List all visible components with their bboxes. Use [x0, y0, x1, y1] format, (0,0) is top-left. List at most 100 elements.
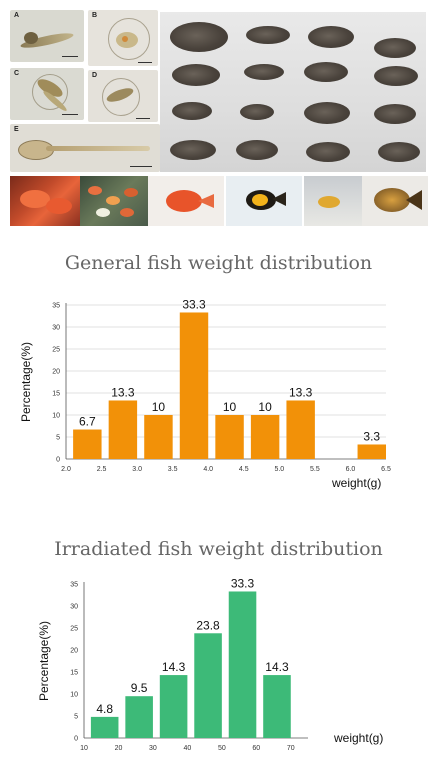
data-label: 10 — [223, 400, 237, 414]
x-tick-label: 40 — [183, 745, 191, 752]
goldfish-photo-3 — [148, 176, 224, 226]
bar — [179, 312, 209, 459]
data-label: 14.3 — [265, 660, 289, 674]
data-label: 13.3 — [289, 385, 313, 399]
data-label: 13.3 — [111, 385, 135, 399]
y-tick-label: 5 — [56, 435, 60, 442]
flounder — [246, 26, 290, 44]
larva-photo-a: A — [10, 10, 84, 62]
bar — [286, 400, 315, 459]
flounder — [374, 38, 416, 58]
flounder — [244, 64, 284, 80]
x-tick-label: 4.5 — [239, 466, 249, 473]
flounder — [170, 140, 216, 160]
data-label: 3.3 — [363, 429, 380, 443]
panel-label-d: D — [92, 72, 98, 79]
irradiated-weight-chart: 0 5 10 15 20 25 30 35 10 20 30 40 50 60 70 4.8 9.5 14.3 23… — [37, 576, 383, 752]
x-tick-label: 3.5 — [168, 466, 178, 473]
general-weight-chart: 0 5 10 15 20 25 30 35 2.0 2.5 3.0 3.5 4.0 4.5 5.0 5.5 6.… — [19, 297, 391, 490]
goldfish-photo-2 — [80, 176, 148, 226]
y-tick-label: 15 — [52, 391, 60, 398]
data-label: 10 — [152, 400, 166, 414]
y-tick-label: 30 — [70, 604, 78, 611]
flounder — [240, 104, 274, 120]
flounder — [170, 22, 228, 52]
bar — [125, 696, 153, 738]
bar — [159, 675, 188, 738]
y-tick-label: 25 — [52, 347, 60, 354]
goldfish-photo-4 — [226, 176, 302, 226]
x-tick-label: 30 — [149, 745, 157, 752]
y-tick-label: 5 — [74, 714, 78, 721]
y-tick-label: 35 — [52, 303, 60, 310]
flounder — [378, 142, 420, 162]
x-tick-label: 10 — [80, 745, 88, 752]
larva-photo-e: E — [10, 124, 160, 172]
goldfish-photo-5 — [304, 176, 362, 226]
y-tick-label: 20 — [70, 648, 78, 655]
x-tick-label: 2.5 — [97, 466, 107, 473]
panel-label-a: A — [14, 12, 20, 19]
x-tick-label: 2.0 — [61, 466, 71, 473]
y-axis-label: Percentage(%) — [37, 621, 51, 701]
bar — [215, 415, 244, 459]
bar — [250, 415, 280, 459]
chart-title-irradiated: Irradiated fish weight distribution — [54, 538, 383, 560]
x-tick-label: 5.5 — [310, 466, 320, 473]
flounder — [172, 64, 220, 86]
flounder — [304, 102, 350, 124]
bar — [90, 716, 119, 738]
bar — [263, 675, 291, 738]
x-tick-label: 70 — [287, 745, 295, 752]
data-label: 23.8 — [196, 618, 220, 632]
x-tick-label: 60 — [252, 745, 260, 752]
data-label: 9.5 — [131, 681, 148, 695]
x-tick-label: 50 — [218, 745, 226, 752]
flounder — [374, 66, 418, 86]
photo-collage: A B C D E — [0, 0, 437, 236]
flounder — [308, 26, 354, 48]
y-tick-label: 10 — [70, 692, 78, 699]
data-label: 10 — [258, 400, 272, 414]
embryo-photo-d: D — [88, 70, 158, 122]
data-label: 6.7 — [79, 415, 96, 429]
x-tick-label: 6.5 — [381, 466, 391, 473]
x-tick-label: 20 — [115, 745, 123, 752]
bar — [108, 400, 138, 459]
bar — [144, 415, 173, 459]
y-axis-label: Percentage(%) — [19, 342, 33, 422]
panel-label-c: C — [14, 70, 20, 77]
x-axis-label: weight(g) — [331, 476, 381, 490]
bar — [228, 591, 257, 738]
chart-title-general: General fish weight distribution — [64, 252, 373, 274]
bar — [357, 444, 386, 459]
y-tick-label: 20 — [52, 369, 60, 376]
y-tick-label: 15 — [70, 670, 78, 677]
flounder-photo — [160, 12, 426, 172]
goldfish-photo-1 — [10, 176, 80, 226]
flounder — [374, 104, 416, 124]
y-tick-label: 35 — [70, 582, 78, 589]
y-tick-label: 10 — [52, 413, 60, 420]
flounder — [306, 142, 350, 162]
y-tick-label: 0 — [56, 457, 60, 464]
flounder — [304, 62, 348, 82]
x-tick-label: 4.0 — [203, 466, 213, 473]
y-tick-label: 25 — [70, 626, 78, 633]
bar — [194, 633, 222, 738]
x-tick-label: 3.0 — [132, 466, 142, 473]
goldfish-photo-6 — [362, 176, 428, 226]
panel-label-e: E — [14, 126, 19, 133]
x-tick-label: 5.0 — [274, 466, 284, 473]
data-label: 33.3 — [182, 297, 206, 311]
x-axis-label: weight(g) — [333, 731, 383, 745]
bar — [73, 429, 102, 459]
panel-label-b: B — [92, 12, 98, 19]
flounder — [236, 140, 278, 160]
larva-photo-c: C — [10, 68, 84, 120]
x-tick-label: 6.0 — [346, 466, 356, 473]
data-label: 33.3 — [231, 576, 255, 590]
y-tick-label: 30 — [52, 325, 60, 332]
flounder — [172, 102, 212, 120]
embryo-photo-b: B — [88, 10, 158, 66]
